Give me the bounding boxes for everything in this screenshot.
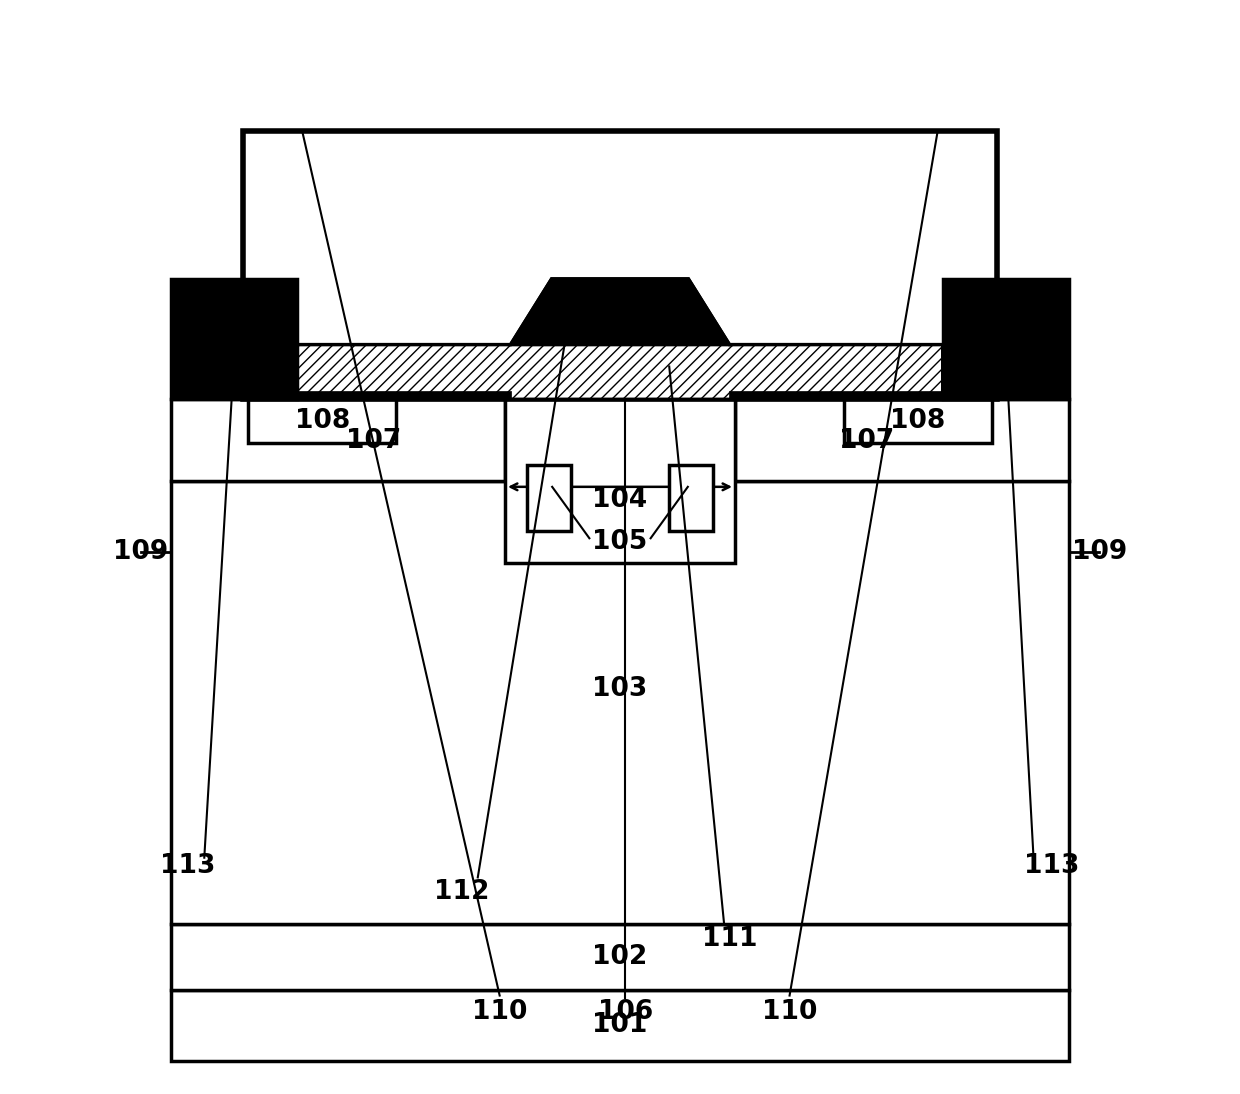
Text: 111: 111: [702, 926, 758, 952]
Text: 106: 106: [598, 999, 653, 1025]
Bar: [942, 279, 1069, 399]
Bar: [248, 399, 396, 443]
Bar: [298, 391, 511, 399]
Bar: [729, 391, 942, 399]
Text: 101: 101: [593, 1012, 647, 1038]
Bar: [844, 399, 992, 443]
Text: 102: 102: [593, 944, 647, 970]
Bar: [171, 279, 298, 399]
Bar: [735, 399, 1069, 481]
Text: 109: 109: [113, 539, 169, 566]
Bar: [171, 990, 1069, 1061]
Text: 109: 109: [1071, 539, 1127, 566]
Text: 113: 113: [160, 853, 216, 880]
Bar: [527, 465, 570, 531]
Text: 108: 108: [890, 408, 945, 434]
Text: 107: 107: [838, 428, 894, 454]
Text: 104: 104: [593, 487, 647, 513]
Polygon shape: [511, 279, 729, 345]
Bar: [248, 135, 992, 276]
Bar: [243, 131, 997, 399]
Bar: [171, 399, 505, 481]
Text: 110: 110: [472, 999, 527, 1025]
Text: 112: 112: [434, 878, 489, 905]
Text: 110: 110: [761, 999, 817, 1025]
Bar: [505, 399, 735, 563]
Text: 103: 103: [593, 676, 647, 702]
Text: 113: 113: [1024, 853, 1080, 880]
Text: 105: 105: [593, 528, 647, 555]
Bar: [171, 481, 1069, 924]
Polygon shape: [298, 279, 942, 399]
Text: 107: 107: [346, 428, 402, 454]
Bar: [670, 465, 713, 531]
Text: 108: 108: [295, 408, 350, 434]
Bar: [171, 924, 1069, 990]
